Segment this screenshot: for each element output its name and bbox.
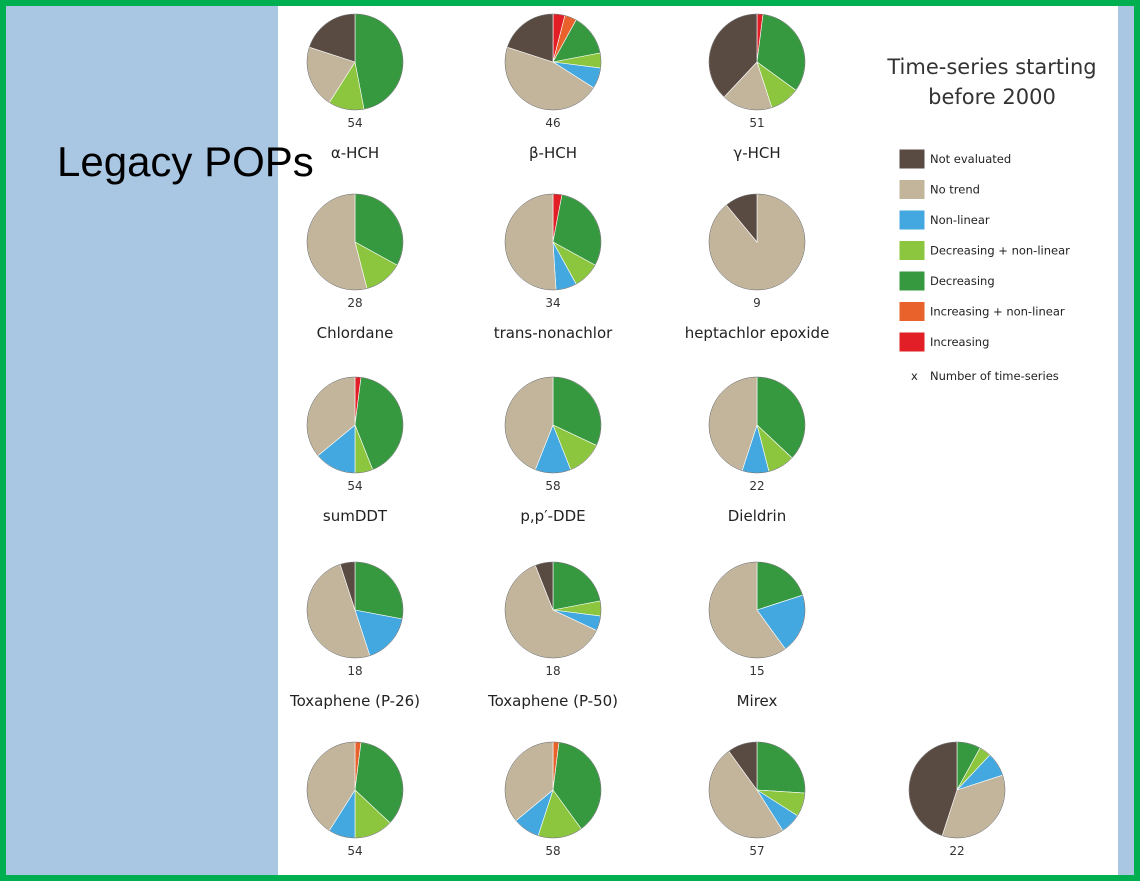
pie-outline xyxy=(708,376,806,474)
pie-outline xyxy=(306,741,404,839)
pie-outline xyxy=(504,561,602,659)
pie-title: Toxaphene (P-50) xyxy=(487,692,618,710)
pie-title: Penta-CBz xyxy=(919,872,995,875)
legend-label: Decreasing xyxy=(930,274,995,288)
pie-outline xyxy=(306,13,404,111)
pie-slice xyxy=(354,561,404,620)
pie-title: Dieldrin xyxy=(728,507,786,525)
legend-swatch xyxy=(898,148,926,170)
pie-title: Mirex xyxy=(737,692,778,710)
pie-count: 58 xyxy=(545,479,560,493)
legend-count-symbol: x xyxy=(911,369,918,383)
pie-count: 15 xyxy=(749,664,764,678)
pie-title: α-HCH xyxy=(331,144,379,162)
pie-count: 9 xyxy=(753,296,761,310)
pie-outline xyxy=(708,561,806,659)
legend-label: Increasing + non-linear xyxy=(930,305,1065,319)
pie-count: 46 xyxy=(545,116,560,130)
legend-title: Time-series starting before 2000 xyxy=(887,55,1097,109)
pie-title: γ-HCH xyxy=(733,144,780,162)
pie-count: 54 xyxy=(347,479,362,493)
legend-label: Not evaluated xyxy=(930,152,1011,166)
pie-count: 18 xyxy=(545,664,560,678)
pie-count: 58 xyxy=(545,844,560,858)
legend-label: No trend xyxy=(930,183,980,197)
pie-outline xyxy=(708,13,806,111)
pie-title: sumPCB xyxy=(324,872,386,875)
legend-swatch xyxy=(898,270,926,292)
pie-slice xyxy=(504,193,557,291)
pie-title: trans-nonachlor xyxy=(494,324,613,342)
pie-slice xyxy=(354,13,404,110)
legend-swatch xyxy=(898,240,926,261)
pie-count: 51 xyxy=(749,116,764,130)
pie-count: 54 xyxy=(347,844,362,858)
pie-outline xyxy=(504,741,602,839)
pie-title: sumDDT xyxy=(323,507,388,525)
pie-title: β-HCH xyxy=(529,144,577,162)
legend-count-label: Number of time-series xyxy=(930,369,1059,383)
legend-label: Increasing xyxy=(930,335,989,349)
legend-label: Non-linear xyxy=(930,213,990,227)
pie-outline xyxy=(306,376,404,474)
pie-outline xyxy=(504,13,602,111)
legend-swatch xyxy=(898,179,926,200)
pie-title: HCB xyxy=(741,872,773,875)
pie-outline xyxy=(504,193,602,291)
pie-count: 22 xyxy=(949,844,964,858)
figure-panel xyxy=(278,6,1118,875)
legend-swatch xyxy=(898,209,926,231)
pie-outline xyxy=(306,193,404,291)
pie-slice xyxy=(756,741,806,794)
pie-title: CB153 xyxy=(528,872,577,875)
charts: Not evaluated No trend Non-linear Decreasin… xyxy=(289,13,1070,875)
pie-count: 18 xyxy=(347,664,362,678)
pie-count: 34 xyxy=(545,296,560,310)
legend-swatch xyxy=(898,331,926,353)
slide-title: Legacy POPs xyxy=(57,138,314,185)
pie-title: heptachlor epoxide xyxy=(685,324,830,342)
pie-count: 22 xyxy=(749,479,764,493)
legend-label: Decreasing + non-linear xyxy=(930,244,1070,258)
pie-outline xyxy=(708,193,806,291)
pie-count: 54 xyxy=(347,116,362,130)
pie-outline xyxy=(708,741,806,839)
pie-count: 28 xyxy=(347,296,362,310)
pie-outline xyxy=(306,561,404,659)
pie-outline xyxy=(504,376,602,474)
pie-count: 57 xyxy=(749,844,764,858)
pie-title: p,p′-DDE xyxy=(520,507,585,525)
legend-swatch xyxy=(898,301,926,322)
pie-title: Chlordane xyxy=(317,324,394,342)
pie-outline xyxy=(908,741,1006,839)
pie-title: Toxaphene (P-26) xyxy=(289,692,420,710)
